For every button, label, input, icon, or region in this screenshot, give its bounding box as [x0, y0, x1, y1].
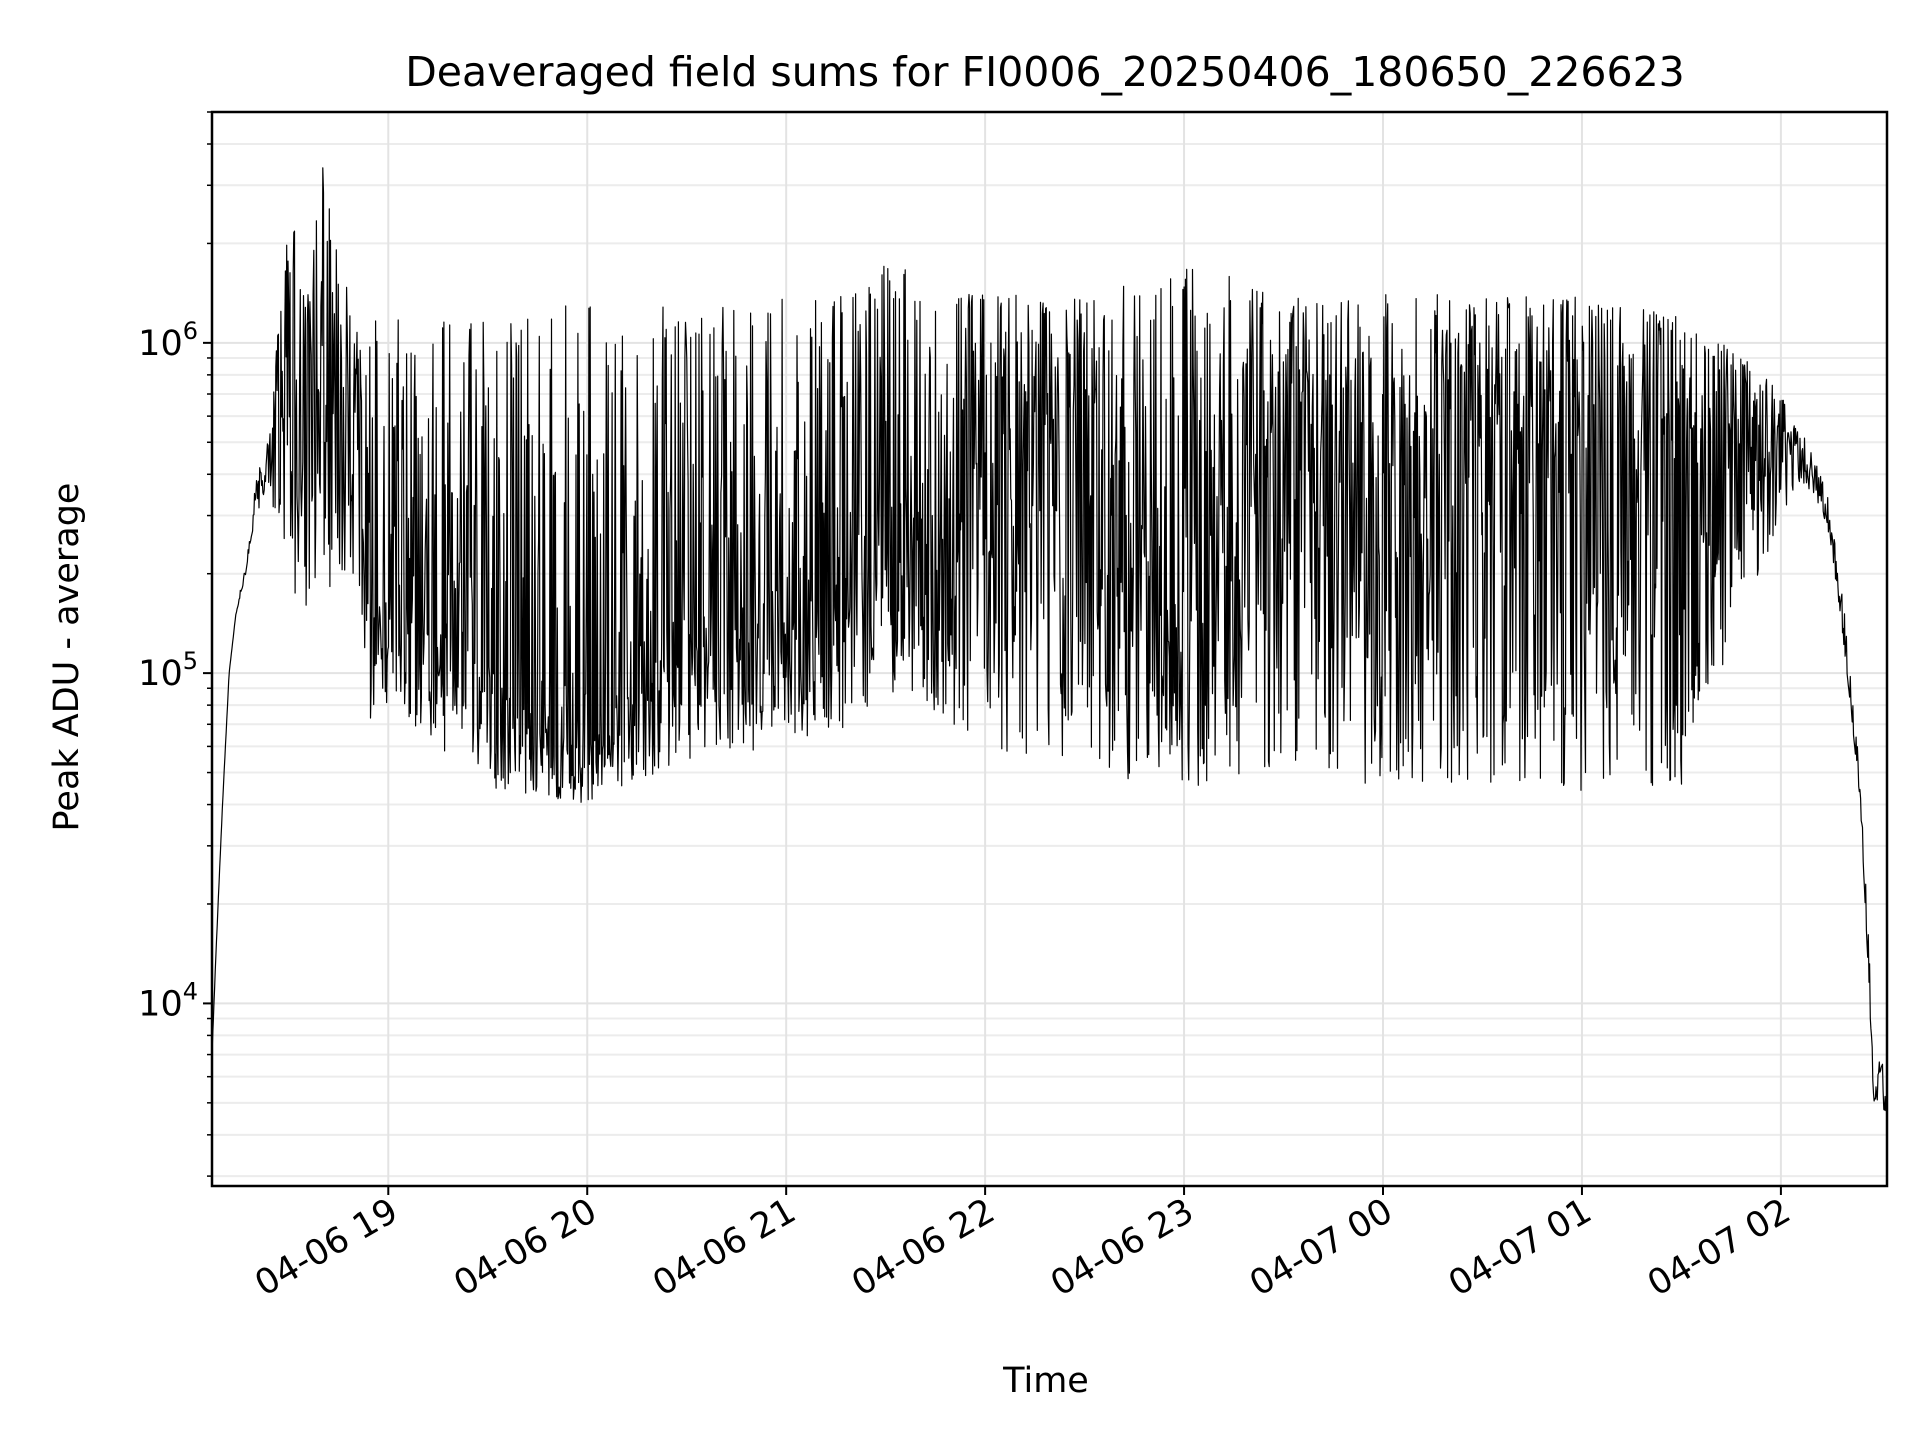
chart-title: Deaveraged field sums for FI0006_2025040…	[405, 48, 1685, 96]
y-tick-base: 10	[138, 324, 183, 364]
y-tick-exponent: 4	[183, 977, 198, 1005]
axis-ticks	[203, 111, 1782, 1195]
y-tick-exponent: 5	[183, 647, 198, 675]
y-tick-base: 10	[138, 654, 183, 694]
x-axis-label: Time	[1002, 1361, 1089, 1401]
y-tick-label: 106	[138, 317, 198, 364]
series-line	[211, 167, 1888, 1112]
plot-area-frame	[210, 110, 1889, 1188]
y-tick-exponent: 6	[183, 317, 198, 345]
y-tick-base: 10	[138, 984, 183, 1024]
y-tick-label: 104	[138, 977, 198, 1024]
y-axis-label: Peak ADU - average	[47, 483, 87, 832]
y-tick-label: 105	[138, 647, 198, 694]
